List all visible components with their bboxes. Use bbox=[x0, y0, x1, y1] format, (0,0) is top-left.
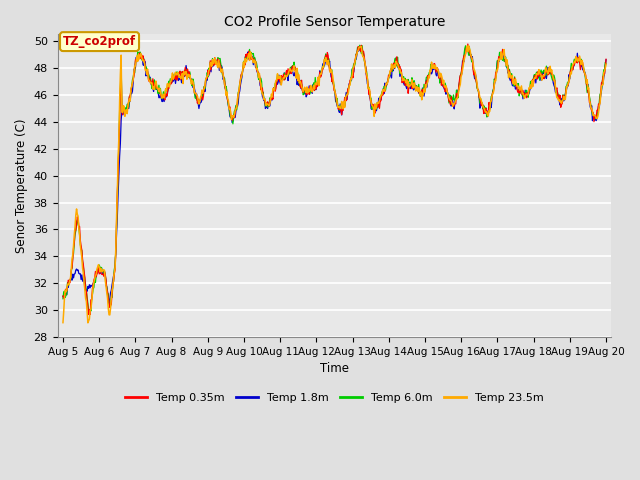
Legend: Temp 0.35m, Temp 1.8m, Temp 6.0m, Temp 23.5m: Temp 0.35m, Temp 1.8m, Temp 6.0m, Temp 2… bbox=[121, 388, 548, 407]
Y-axis label: Senor Temperature (C): Senor Temperature (C) bbox=[15, 119, 28, 253]
Text: TZ_co2prof: TZ_co2prof bbox=[63, 35, 136, 48]
X-axis label: Time: Time bbox=[320, 362, 349, 375]
Title: CO2 Profile Sensor Temperature: CO2 Profile Sensor Temperature bbox=[224, 15, 445, 29]
